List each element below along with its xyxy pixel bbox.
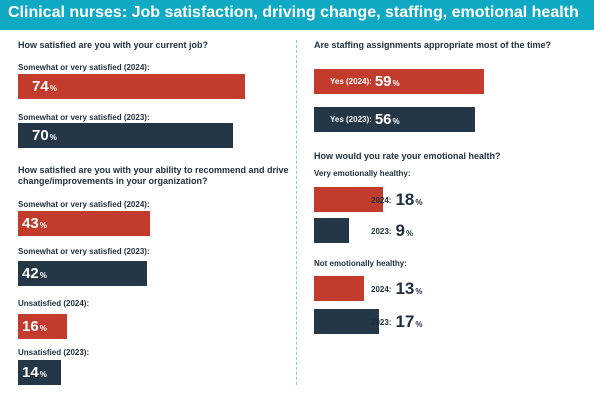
- bar-value-label: Yes (2023): 56%: [330, 112, 400, 128]
- bar-value-label: 2024: 13%: [371, 280, 423, 298]
- bar-value-label: 70%: [32, 128, 57, 144]
- bar-category-label: Unsatisfied (2024):: [18, 299, 90, 308]
- bar: [18, 74, 245, 99]
- data-label-value: 43: [22, 215, 39, 232]
- bar: [314, 218, 349, 243]
- bar-category-label: Yes (2023):: [330, 115, 372, 124]
- bar: [314, 187, 384, 212]
- bar-category-label: 2024:: [371, 196, 392, 205]
- percent-sign: %: [49, 84, 57, 93]
- percent-sign: %: [415, 198, 423, 207]
- percent-sign: %: [39, 370, 47, 379]
- data-label-value: 13: [395, 279, 415, 298]
- bar-value-label: 42%: [22, 266, 47, 282]
- data-label-value: 14: [22, 364, 39, 381]
- bar-value-label: 43%: [22, 216, 47, 232]
- question-job-satisfaction: How satisfied are you with your current …: [18, 40, 209, 50]
- bar: [18, 211, 150, 236]
- bar-category-label: Somewhat or very satisfied (2023):: [18, 113, 150, 122]
- bar-category-label: Somewhat or very satisfied (2024):: [18, 200, 150, 209]
- percent-sign: %: [415, 287, 423, 296]
- data-label-value: 74: [32, 78, 49, 95]
- bar-value-label: Yes (2024): 59%: [330, 74, 400, 90]
- chart-title: Clinical nurses: Job satisfaction, drivi…: [8, 4, 579, 21]
- data-label-value: 18: [395, 190, 415, 209]
- bar-value-label: 16%: [22, 319, 47, 335]
- percent-sign: %: [392, 117, 400, 126]
- bar-category-label: 2023:: [371, 318, 392, 327]
- percent-sign: %: [39, 324, 47, 333]
- data-label-value: 17: [395, 312, 415, 331]
- question-staffing: Are staffing assignments appropriate mos…: [314, 40, 552, 50]
- bar: [314, 107, 476, 132]
- bar-value-label: 2023: 17%: [371, 313, 423, 331]
- bar-value-label: 2024: 18%: [371, 191, 423, 209]
- bar: [18, 314, 68, 339]
- group-label: Very emotionally healthy:: [314, 169, 411, 178]
- column-divider: [296, 40, 297, 385]
- bar-category-label: Yes (2024):: [330, 77, 372, 86]
- bar-category-label: Somewhat or very satisfied (2023):: [18, 247, 150, 256]
- group-label: Not emotionally healthy:: [314, 259, 407, 268]
- bar: [18, 360, 61, 385]
- bar-category-label: Somewhat or very satisfied (2024):: [18, 63, 150, 72]
- bar-category-label: Unsatisfied (2023):: [18, 348, 90, 357]
- bar: [18, 261, 147, 286]
- percent-sign: %: [39, 221, 47, 230]
- bar-category-label: 2023:: [371, 227, 392, 236]
- percent-sign: %: [405, 229, 414, 238]
- data-label-value: 42: [22, 265, 39, 282]
- title-bar: Clinical nurses: Job satisfaction, drivi…: [0, 0, 594, 30]
- bar-category-label: 2024:: [371, 285, 392, 294]
- percent-sign: %: [49, 133, 57, 142]
- data-label-value: 16: [22, 318, 39, 335]
- percent-sign: %: [415, 320, 423, 329]
- percent-sign: %: [39, 271, 47, 280]
- data-label-value: 59: [374, 73, 392, 90]
- question-emotional-health: How would you rate your emotional health…: [314, 151, 501, 161]
- question-drive-change: How satisfied are you with your ability …: [18, 165, 289, 186]
- data-label-value: 9: [395, 221, 405, 240]
- bar-value-label: 2023: 9%: [371, 222, 413, 240]
- bar-value-label: 74%: [32, 79, 57, 95]
- data-label-value: 70: [32, 127, 49, 144]
- percent-sign: %: [392, 79, 400, 88]
- bar: [314, 309, 380, 334]
- data-label-value: 56: [374, 111, 392, 128]
- bar: [18, 123, 233, 148]
- bar: [314, 69, 484, 94]
- bar-value-label: 14%: [22, 365, 47, 381]
- bar: [314, 276, 364, 301]
